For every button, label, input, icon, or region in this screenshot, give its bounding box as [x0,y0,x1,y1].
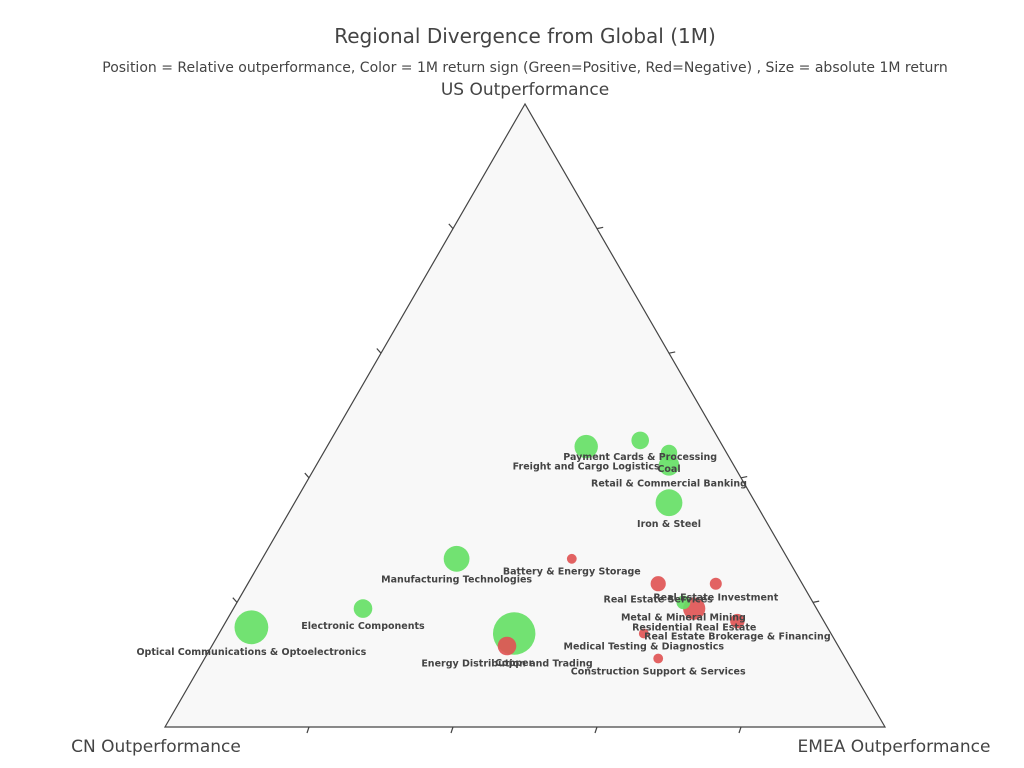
tick-mark-2-1 [740,475,748,479]
label-real-estate-services: Real Estate Services [604,594,714,605]
axis-ticks [232,223,820,734]
point-retail-and-commercial-banking[interactable] [658,455,680,476]
label-medical-testing-and-diagnostics: Medical Testing & Diagnostics [564,641,725,652]
chart-subtitle: Position = Relative outperformance, Colo… [102,60,948,76]
label-retail-and-commercial-banking: Retail & Commercial Banking [591,479,747,490]
tick-mark-1-2 [594,726,598,734]
point-construction-support-and-services[interactable] [653,653,664,664]
ternary-background [163,102,887,728]
point-energy-distribution-and-trading[interactable] [497,636,517,656]
label-freight-and-cargo-logistics: Freight and Cargo Logistics [513,461,660,472]
label-manufacturing-technologies: Manufacturing Technologies [381,575,532,586]
tick-mark-2-3 [596,226,604,230]
label-coal: Coal [657,464,680,475]
label-battery-and-energy-storage: Battery & Energy Storage [503,567,641,578]
data-points [234,431,745,664]
label-iron-and-steel: Iron & Steel [637,519,701,530]
tick-mark-2-2 [668,351,676,354]
tick-mark-0-1 [376,348,382,354]
chart-title: Regional Divergence from Global (1M) [334,24,716,48]
tick-mark-0-0 [448,223,454,229]
tick-mark-1-0 [306,726,310,734]
axis-title-cn: CN Outperformance [71,737,241,757]
point-real-estate-investment[interactable] [709,577,722,590]
label-metal-and-mineral-mining: Metal & Mineral Mining [621,612,746,623]
point-real-estate-brokerage-and-financing[interactable] [730,613,745,629]
label-energy-distribution-and-trading: Energy Distribution and Trading [421,658,592,669]
point-metal-and-mineral-mining[interactable] [676,595,691,610]
label-real-estate-brokerage-and-financing: Real Estate Brokerage & Financing [644,631,830,642]
tick-mark-1-1 [450,726,454,734]
point-real-estate-services[interactable] [650,576,666,592]
label-optical-communications-and-optoelectronics: Optical Communications & Optoelectronics [136,647,366,658]
point-battery-and-energy-storage[interactable] [566,553,577,564]
point-manufacturing-technologies[interactable] [443,545,470,572]
label-real-estate-investment: Real Estate Investment [653,593,778,604]
axis-title-emea: EMEA Outperformance [798,737,991,757]
point-coal[interactable] [660,444,678,462]
point-electronic-components[interactable] [353,599,373,618]
axis-title-us: US Outperformance [441,80,609,100]
tick-mark-0-2 [304,472,310,479]
point-freight-and-cargo-logistics[interactable] [574,434,598,459]
label-copper: Copper [495,658,534,669]
tick-mark-0-3 [232,597,238,603]
point-optical-communications-and-optoelectronics[interactable] [234,610,269,645]
point-payment-cards-and-processing[interactable] [631,431,649,450]
label-construction-support-and-services: Construction Support & Services [571,666,746,677]
point-medical-testing-and-diagnostics[interactable] [638,628,649,639]
point-iron-and-steel[interactable] [655,489,683,517]
label-electronic-components: Electronic Components [301,621,425,632]
label-residential-real-estate: Residential Real Estate [632,623,756,634]
label-payment-cards-and-processing: Payment Cards & Processing [563,452,717,463]
tick-mark-2-0 [812,600,820,603]
tick-mark-1-3 [738,726,742,734]
